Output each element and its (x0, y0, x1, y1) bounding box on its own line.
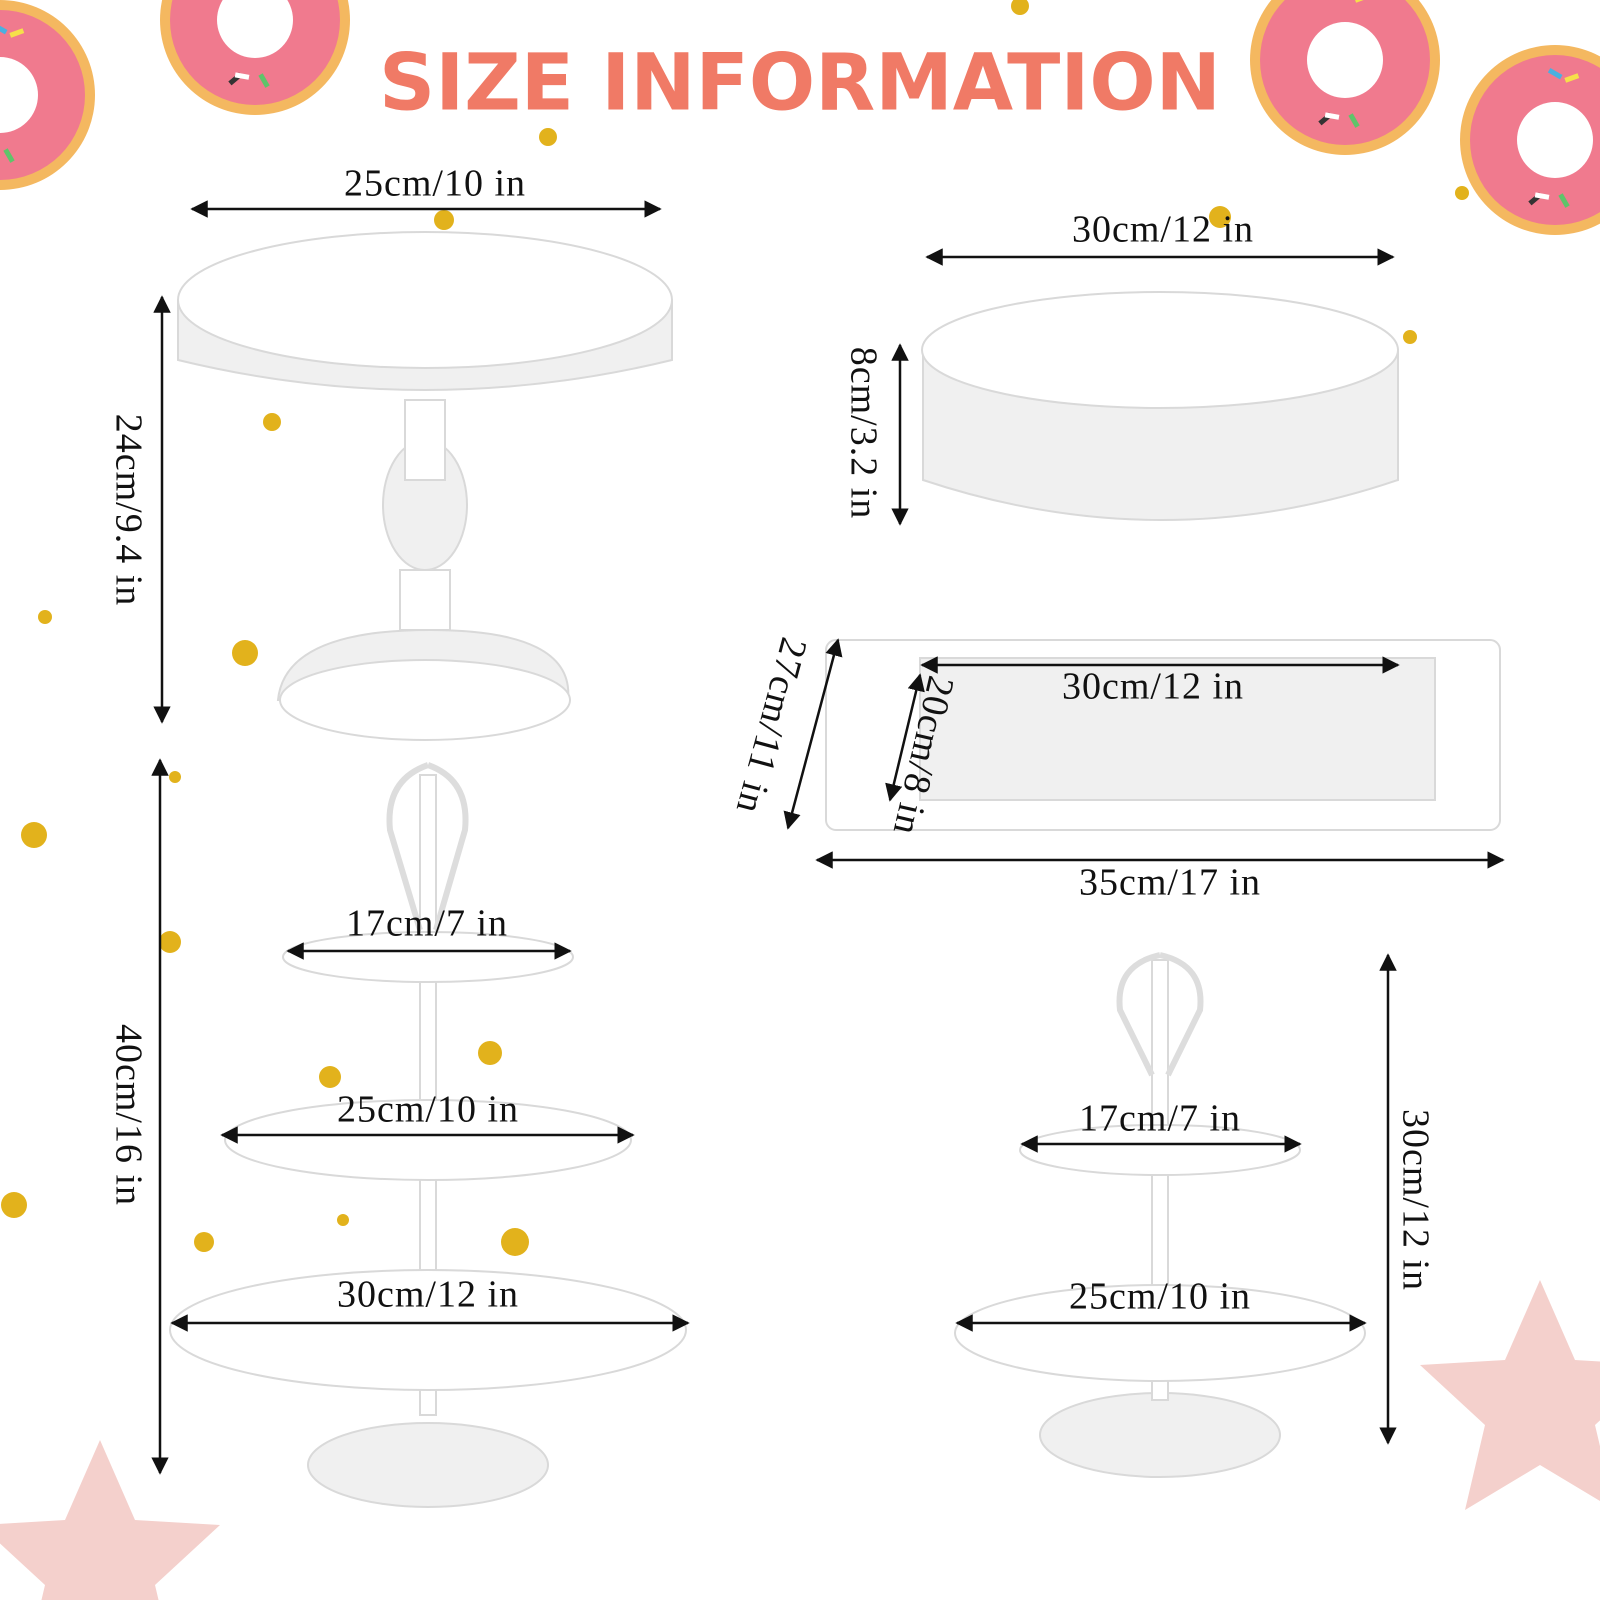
pedestal-stand (177, 231, 673, 741)
dimension-label: 30cm/12 in (1062, 666, 1244, 708)
dimension-label: 35cm/17 in (1079, 862, 1261, 904)
dimension-label: 25cm/10 in (337, 1089, 519, 1131)
dimension-label: 40cm/16 in (107, 1024, 149, 1206)
dimension-label: 30cm/12 in (1072, 209, 1254, 251)
dimension-label: 17cm/7 in (1079, 1098, 1241, 1140)
tray (825, 639, 1501, 831)
dimension-label: 25cm/10 in (1069, 1276, 1251, 1318)
two-tier-stand (954, 952, 1366, 1478)
title: SIZE INFORMATION (379, 38, 1221, 128)
dimension-label: 17cm/7 in (346, 903, 508, 945)
round-stand (921, 291, 1399, 521)
dimension-label: 24cm/9.4 in (107, 414, 149, 607)
three-tier-stand (169, 762, 687, 1508)
dimension-label: 30cm/12 in (337, 1274, 519, 1316)
dimension-label: 8cm/3.2 in (842, 347, 884, 520)
dimension-label: 30cm/12 in (1394, 1109, 1436, 1291)
dimension-label: 25cm/10 in (344, 163, 526, 205)
dimension-arrow (783, 638, 843, 830)
dimension-label: 27cm/11 in (728, 633, 815, 818)
dimension-arrow (885, 673, 925, 802)
